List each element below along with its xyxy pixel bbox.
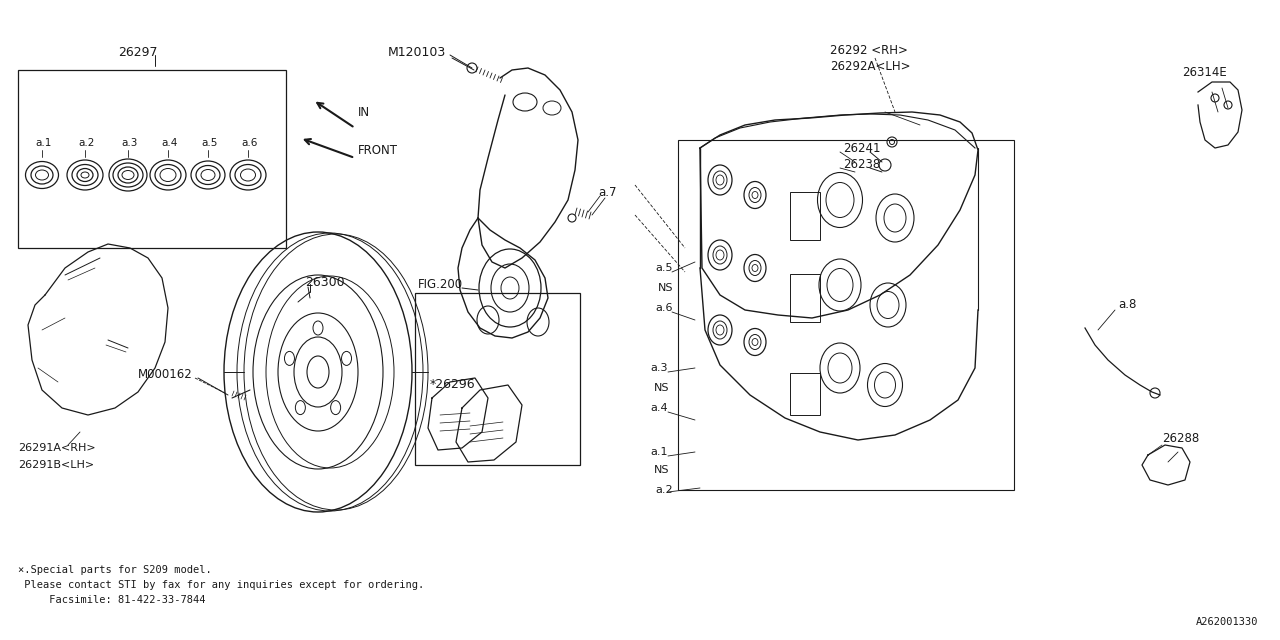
Text: 26292A<LH>: 26292A<LH> [829, 60, 910, 72]
Text: M000162: M000162 [138, 369, 193, 381]
Text: NS: NS [654, 383, 669, 393]
Text: FRONT: FRONT [358, 143, 398, 157]
Text: *26296: *26296 [430, 378, 476, 392]
Text: IN: IN [358, 106, 370, 118]
Text: a.3: a.3 [122, 138, 137, 148]
Text: a.7: a.7 [598, 186, 617, 198]
Text: 26241: 26241 [844, 141, 881, 154]
Bar [18, 70, 285, 248]
Text: a.2: a.2 [655, 485, 672, 495]
Bar [790, 192, 820, 240]
Text: ×.Special parts for S209 model.: ×.Special parts for S209 model. [18, 565, 211, 575]
Text: a.4: a.4 [650, 403, 668, 413]
Text: 26297: 26297 [118, 45, 157, 58]
Bar [790, 373, 820, 415]
Bar [415, 293, 580, 465]
Text: a.2: a.2 [78, 138, 95, 148]
Text: 26238: 26238 [844, 159, 881, 172]
Text: FIG.200: FIG.200 [419, 278, 463, 291]
Text: a.1: a.1 [35, 138, 51, 148]
Text: Please contact STI by fax for any inquiries except for ordering.: Please contact STI by fax for any inquir… [18, 580, 424, 590]
Text: a.3: a.3 [650, 363, 667, 373]
Text: A262001330: A262001330 [1196, 617, 1258, 627]
Text: 26292 <RH>: 26292 <RH> [829, 44, 908, 56]
Text: M120103: M120103 [388, 45, 447, 58]
Text: 26291B<LH>: 26291B<LH> [18, 460, 95, 470]
Text: a.5: a.5 [201, 138, 218, 148]
Text: NS: NS [658, 283, 673, 293]
Text: a.8: a.8 [1117, 298, 1137, 312]
Text: a.5: a.5 [655, 263, 672, 273]
Text: 26288: 26288 [1162, 431, 1199, 445]
Text: NS: NS [654, 465, 669, 475]
Text: a.6: a.6 [241, 138, 257, 148]
Text: Facsimile: 81-422-33-7844: Facsimile: 81-422-33-7844 [18, 595, 206, 605]
Bar [678, 140, 1014, 490]
Text: a.4: a.4 [161, 138, 178, 148]
Text: a.6: a.6 [655, 303, 672, 313]
Text: 26300: 26300 [305, 275, 344, 289]
Bar [790, 274, 820, 322]
Text: a.1: a.1 [650, 447, 667, 457]
Text: 26291A<RH>: 26291A<RH> [18, 443, 96, 453]
Text: 26314E: 26314E [1181, 67, 1226, 79]
